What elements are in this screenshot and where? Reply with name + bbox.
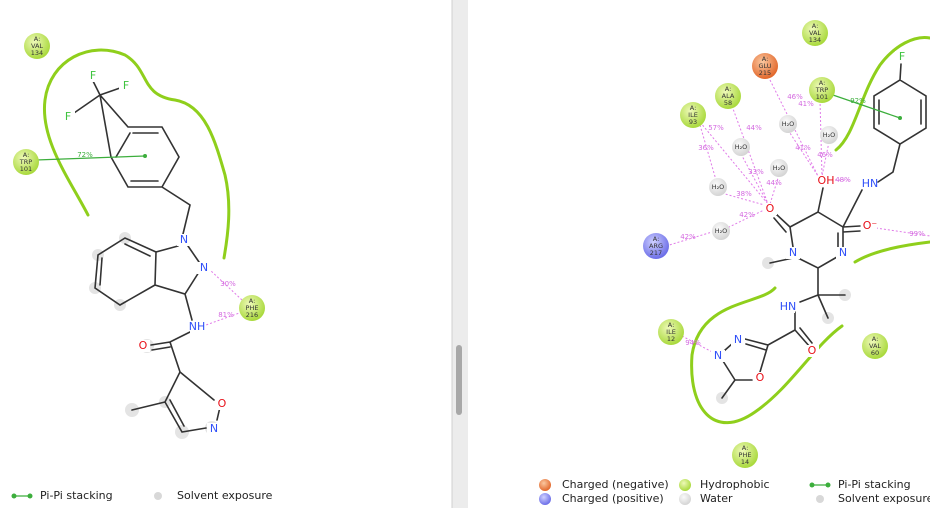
- solvent-halos: [716, 257, 851, 404]
- interaction-percent: 72%: [77, 151, 93, 159]
- pi-dot: [898, 116, 902, 120]
- legend-label: Charged (positive): [562, 492, 664, 505]
- legend-swatch: [28, 494, 33, 499]
- interaction-percent: 44%: [766, 179, 782, 187]
- water-label: H₂O: [823, 131, 836, 139]
- interaction-percent: 81%: [218, 311, 234, 319]
- atom-label: O⁻: [863, 219, 878, 232]
- interaction-percent: 99%: [909, 230, 925, 238]
- legend-swatch: [154, 492, 162, 500]
- atom-label: N: [734, 333, 742, 346]
- water-label: H₂O: [735, 143, 748, 151]
- interaction-percent: 46%: [817, 151, 833, 159]
- residue-number: 217: [650, 249, 662, 257]
- residue-number: 134: [809, 36, 821, 44]
- atom-label: O: [139, 339, 148, 352]
- interaction-percent: 33%: [748, 168, 764, 176]
- legend-swatch: [539, 479, 551, 491]
- atom-label: F: [65, 110, 71, 123]
- atom-label: HN: [780, 300, 797, 313]
- residue-number: 58: [724, 99, 732, 107]
- legend: Pi-Pi stacking Solvent exposure Charged …: [12, 478, 930, 505]
- residue-number: 14: [741, 458, 749, 466]
- interaction-percent: 42%: [739, 211, 755, 219]
- legend-swatch: [679, 493, 691, 505]
- legend-swatch: [539, 493, 551, 505]
- h-bond: [666, 80, 930, 354]
- pi-dot: [143, 154, 147, 158]
- atom-label: N: [789, 246, 797, 259]
- atom-label: O: [808, 344, 817, 357]
- water-label: H₂O: [712, 183, 725, 191]
- legend-label: Solvent exposure: [177, 489, 273, 502]
- splitter[interactable]: [452, 0, 468, 508]
- atom-label: O: [218, 397, 227, 410]
- residue-number: 101: [816, 93, 828, 101]
- left-diagram: A:VAL134A:TRP101A:PHE216FFFNNNHOON72%30%…: [13, 33, 265, 439]
- legend-label: Pi-Pi stacking: [40, 489, 113, 502]
- right-diagram: A:VAL134A:GLU215A:TRP101A:ALA58A:ILE93A:…: [643, 20, 930, 468]
- water-label: H₂O: [782, 120, 795, 128]
- atom-label: N: [714, 349, 722, 362]
- interaction-percent: 48%: [835, 176, 851, 184]
- atom-label: N: [180, 233, 188, 246]
- water-label: H₂O: [773, 164, 786, 172]
- legend-swatch: [679, 479, 691, 491]
- scroll-thumb[interactable]: [456, 345, 462, 415]
- legend-swatch: [810, 483, 815, 488]
- legend-swatch: [816, 495, 824, 503]
- residue-number: 215: [759, 69, 771, 77]
- atom-label: F: [90, 69, 96, 82]
- interaction-percent: 41%: [795, 144, 811, 152]
- atom-label: O: [756, 371, 765, 384]
- atom-label: N: [210, 422, 218, 435]
- legend-swatch: [826, 483, 831, 488]
- atom-label: HN: [862, 177, 879, 190]
- residue-number: 93: [689, 118, 697, 126]
- interaction-percent: 57%: [708, 124, 724, 132]
- residue-number: 134: [31, 49, 43, 57]
- bonds: [722, 64, 926, 398]
- atom-label: N: [200, 261, 208, 274]
- atom-label: F: [123, 79, 129, 92]
- legend-label: Solvent exposure: [838, 492, 930, 505]
- interaction-percent: 41%: [798, 100, 814, 108]
- interaction-percent: 42%: [680, 233, 696, 241]
- interaction-percent: 44%: [746, 124, 762, 132]
- atom-label: OH: [818, 174, 835, 187]
- residue-number: 101: [20, 165, 32, 173]
- legend-label: Charged (negative): [562, 478, 669, 491]
- legend-swatch: [12, 494, 17, 499]
- residue-number: 12: [667, 335, 675, 343]
- interaction-percent: 92%: [850, 97, 866, 105]
- interaction-percent: 36%: [698, 144, 714, 152]
- legend-label: Hydrophobic: [700, 478, 770, 491]
- legend-label: Pi-Pi stacking: [838, 478, 911, 491]
- interaction-percent: 30%: [220, 280, 236, 288]
- residue-number: 216: [246, 311, 258, 319]
- water-label: H₂O: [715, 227, 728, 235]
- interaction-percent: 94%: [685, 339, 701, 347]
- pocket-outline: [44, 50, 228, 258]
- atom-label: NH: [189, 320, 206, 333]
- residue-number: 60: [871, 349, 879, 357]
- atom-label: N: [839, 246, 847, 259]
- legend-label: Water: [700, 492, 733, 505]
- atom-label: F: [899, 50, 905, 63]
- atom-label: O: [766, 202, 775, 215]
- interaction-percent: 38%: [736, 190, 752, 198]
